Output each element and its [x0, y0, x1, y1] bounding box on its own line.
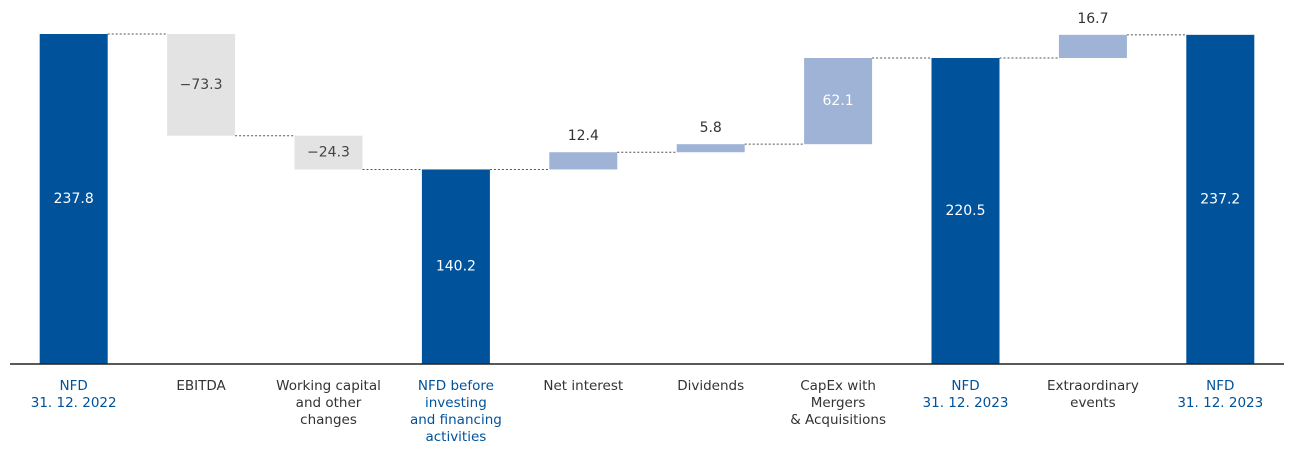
bar: [167, 34, 236, 136]
bar: [931, 58, 1000, 364]
x-tick-label: EBITDA: [176, 378, 226, 394]
x-tick-label: Net interest: [543, 378, 624, 394]
bar: [676, 144, 745, 153]
value-label: 140.2: [436, 259, 476, 275]
x-tick-label: Dividends: [677, 378, 745, 394]
value-label: 5.8: [700, 120, 722, 136]
value-label: 12.4: [568, 128, 599, 144]
value-label: 16.7: [1077, 11, 1108, 27]
bar: [1058, 34, 1127, 59]
x-tick-label: NFD before investing and financing activ…: [409, 378, 502, 445]
x-tick-label: NFD 31. 12. 2022: [30, 378, 117, 411]
value-label: −24.3: [307, 145, 350, 161]
value-label: −73.3: [180, 77, 223, 93]
bar: [549, 152, 618, 170]
bar: [804, 58, 873, 145]
x-tick-label: NFD 31. 12. 2023: [922, 378, 1009, 411]
bar: [1186, 34, 1255, 364]
value-label: 220.5: [945, 203, 985, 219]
bar: [294, 135, 363, 170]
value-label: 237.8: [54, 191, 94, 207]
x-tick-label: Extraordinary events: [1046, 378, 1139, 411]
value-label: 237.2: [1200, 191, 1240, 207]
x-tick-label: CapEx with Mergers & Acquisitions: [790, 378, 886, 428]
x-tick-label: Working capital and other changes: [276, 378, 381, 428]
bar: [39, 34, 108, 364]
x-tick-label: NFD 31. 12. 2023: [1177, 378, 1264, 411]
bar: [421, 169, 490, 364]
value-label: 62.1: [823, 93, 854, 109]
